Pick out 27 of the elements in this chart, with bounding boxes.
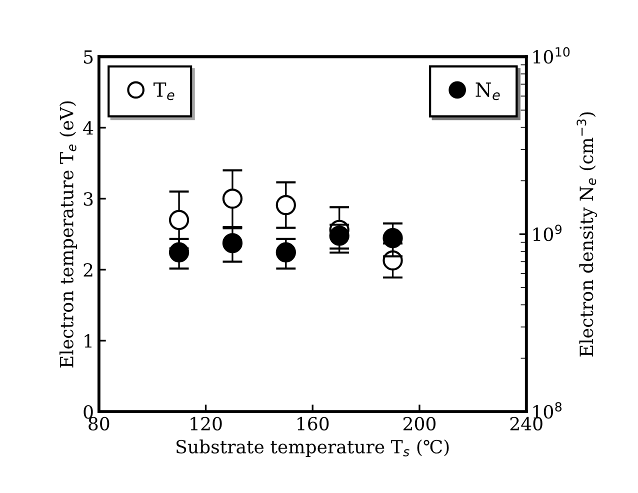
y-tick-label: 0 [84,405,93,419]
x-tick-label: 160 [298,416,329,430]
point [276,194,296,216]
x-tick-label: 240 [510,416,542,430]
point [222,233,243,254]
y-axis-title: Electron temperature T$_{e}$ (eV) [59,101,77,368]
point [276,242,296,262]
x-tick-label: 80 [88,416,110,430]
point [222,188,243,209]
y2-tick-label: 10$^{8}$ [533,402,562,419]
y-tick-label: 2 [84,263,92,277]
point [382,228,403,248]
legend-label: N$_{e}$ [476,82,500,100]
y2-tick-label: 10$^{9}$ [533,224,562,242]
x-tick-label: 120 [190,416,222,430]
point [329,226,350,246]
x-tick-label: 200 [403,416,436,430]
y-tick-label: 1 [84,334,92,348]
y-tick-label: 5 [84,50,93,64]
x-axis-title: Substrate temperature T$_{s}$ (℃) [176,440,449,458]
y2-axis-title: Electron density N$_{e}$ (cm$^{−3}$) [576,112,597,356]
point [168,210,190,230]
point [168,242,190,262]
y-tick-label: 3 [84,192,93,206]
y-tick-label: 4 [83,121,94,135]
y2-tick-label: 10$^{10}$ [533,47,570,64]
legend-label: T$_{e}$ [154,82,174,100]
